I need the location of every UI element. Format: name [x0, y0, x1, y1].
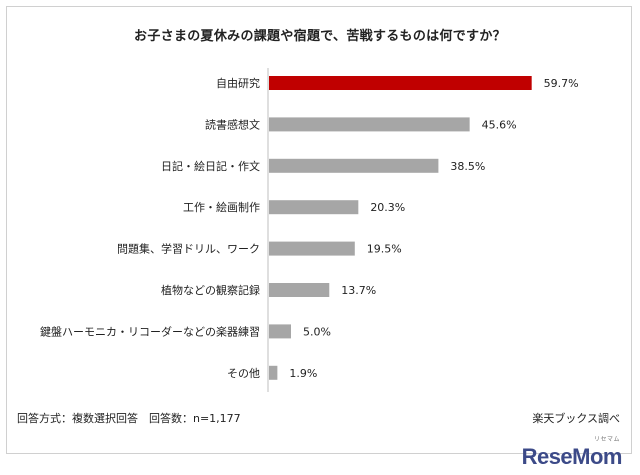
bar [269, 324, 291, 339]
resemom-logo: ReseMom [521, 444, 623, 469]
category-label: 読書感想文 [205, 117, 260, 131]
bar [269, 283, 330, 297]
survey-note: 回答方式：複数選択回答 回答数：n=1,177 [17, 412, 241, 425]
category-label: 問題集、学習ドリル、ワーク [117, 242, 260, 256]
bar [269, 158, 439, 173]
category-label: 自由研究 [216, 76, 260, 90]
value-label: 20.3% [370, 201, 405, 214]
category-label: その他 [227, 367, 260, 380]
bar [269, 365, 278, 380]
bar [269, 241, 355, 256]
value-label: 19.5% [367, 243, 402, 256]
bar [269, 117, 470, 132]
category-label: 工作・絵画制作 [183, 200, 260, 214]
bar [269, 76, 532, 90]
source-credit: 楽天ブックス調べ [532, 412, 620, 425]
bar [269, 200, 359, 215]
category-label: 植物などの観察記録 [161, 283, 260, 297]
value-label: 38.5% [450, 160, 485, 173]
category-label: 鍵盤ハーモニカ・リコーダーなどの楽器練習 [40, 324, 260, 338]
chart-title: お子さまの夏休みの課題や宿題で、苦戦するものは何ですか？ [134, 29, 506, 44]
value-label: 1.9% [289, 367, 317, 380]
logo-subtext: リセマム [593, 436, 620, 443]
value-label: 13.7% [341, 284, 376, 297]
value-label: 45.6% [482, 118, 517, 131]
value-label: 59.7% [544, 77, 579, 90]
chart-frame [6, 6, 632, 454]
category-label: 日記・絵日記・作文 [161, 159, 260, 173]
value-label: 5.0% [303, 325, 331, 338]
